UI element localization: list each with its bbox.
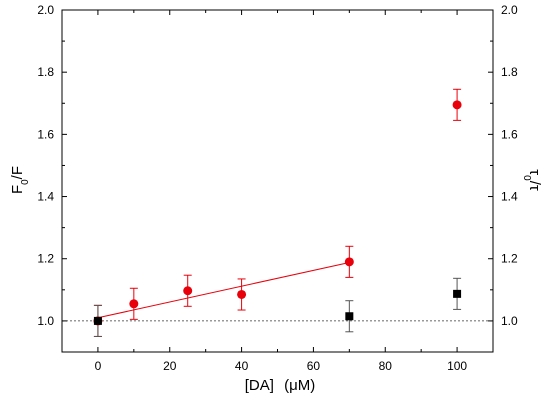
y-left-label-base: F [9, 185, 26, 194]
y-axis-label-right: τ0/τ [522, 169, 544, 191]
y-left-label-sub: 0 [20, 179, 31, 185]
y-tick-label-left: 1.0 [37, 314, 54, 328]
x-tick-label: 100 [447, 359, 467, 373]
x-tick-label: 40 [235, 359, 249, 373]
y-tick-label-left: 2.0 [37, 3, 54, 17]
y-axis-label-left: F0/F [9, 166, 31, 194]
y-tick-label-right: 1.0 [501, 314, 518, 328]
y-tick-label-left: 1.4 [37, 190, 54, 204]
y-tick-label-right: 1.6 [501, 127, 518, 141]
data-point-circle [452, 100, 462, 110]
y-left-label-rest: /F [9, 166, 26, 179]
data-point-square [345, 312, 354, 321]
y-right-label-sub: 0 [522, 175, 533, 181]
x-axis-label-main: [DA] [245, 377, 274, 394]
x-tick-label: 0 [95, 359, 102, 373]
x-axis-label: [DA] (μM) [245, 377, 316, 394]
data-point-circle [129, 299, 139, 309]
y-tick-label-right: 1.8 [501, 65, 518, 79]
data-point-circle [237, 289, 247, 299]
x-axis-label-unit: (μM) [284, 377, 315, 394]
data-point-circle [183, 286, 193, 296]
y-tick-label-left: 1.2 [37, 252, 54, 266]
fit-line-0 [97, 261, 350, 319]
y-tick-label-right: 1.4 [501, 190, 518, 204]
y-tick-label-right: 1.2 [501, 252, 518, 266]
x-tick-label: 60 [307, 359, 321, 373]
y-tick-label-left: 1.6 [37, 127, 54, 141]
data-point-square [93, 316, 102, 325]
x-tick-label: 80 [379, 359, 393, 373]
data-point-circle [344, 257, 354, 267]
y-tick-label-left: 1.8 [37, 65, 54, 79]
y-tick-label-right: 2.0 [501, 3, 518, 17]
data-point-square [453, 289, 462, 298]
y-right-label-base: τ [526, 169, 543, 175]
plot-frame [61, 9, 494, 353]
y-right-label-rest: /τ [526, 181, 543, 191]
x-tick-label: 20 [163, 359, 177, 373]
